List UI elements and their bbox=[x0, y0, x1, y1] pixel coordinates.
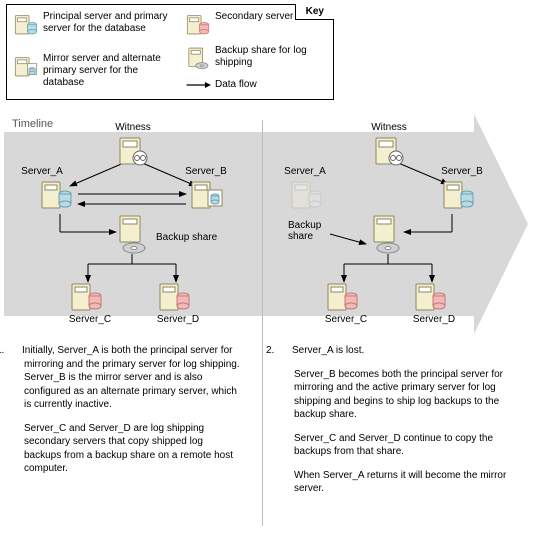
witness-label: Witness bbox=[108, 122, 158, 133]
server-b-label: Server_B bbox=[432, 166, 492, 177]
page: Key Principal server and primary server … bbox=[0, 0, 533, 534]
server-d-label: Server_D bbox=[406, 314, 462, 325]
witness-label: Witness bbox=[364, 122, 414, 133]
step2-text-c: Server_C and Server_D continue to copy t… bbox=[294, 433, 493, 458]
backup-share-label: Backup share bbox=[288, 220, 336, 242]
server-c-label: Server_C bbox=[318, 314, 374, 325]
backup-share-icon bbox=[368, 214, 406, 254]
panel-separator bbox=[262, 120, 263, 526]
server-a-label: Server_A bbox=[276, 166, 334, 177]
step1-text-b: Server_C and Server_D are log shipping s… bbox=[24, 423, 233, 475]
step2-text-a: Server_A is lost. bbox=[292, 345, 364, 356]
step2-text-d: When Server_A returns it will become the… bbox=[294, 470, 506, 495]
data-flow-icon bbox=[185, 79, 211, 91]
step1-description: 1.Initially, Server_A is both the princi… bbox=[10, 344, 240, 486]
server-d-icon bbox=[158, 280, 192, 314]
legend-item-label: Secondary server bbox=[215, 11, 293, 23]
legend-item-label: Backup share for log shipping bbox=[215, 45, 325, 69]
server-a-label: Server_A bbox=[12, 166, 72, 177]
step2-num: 2. bbox=[280, 344, 292, 358]
legend-box: Key Principal server and primary server … bbox=[6, 4, 334, 100]
server-c-label: Server_C bbox=[62, 314, 118, 325]
server-c-icon bbox=[70, 280, 104, 314]
witness-server-icon bbox=[372, 134, 406, 168]
mirror-server-icon bbox=[13, 53, 39, 79]
server-d-icon bbox=[414, 280, 448, 314]
step2-text-b: Server_B becomes both the principal serv… bbox=[294, 369, 503, 421]
timeline-label: Timeline bbox=[12, 118, 53, 130]
server-b-icon bbox=[190, 178, 224, 212]
step1-num: 1. bbox=[10, 344, 22, 358]
principal-server-icon bbox=[13, 11, 39, 37]
legend-item-label: Mirror server and alternate primary serv… bbox=[43, 53, 173, 89]
server-b-icon bbox=[442, 178, 476, 212]
server-a-lost-icon bbox=[290, 178, 324, 212]
panel-before: Witness Server_A Server_B Backup share S… bbox=[8, 114, 256, 334]
backup-share-icon bbox=[114, 214, 152, 254]
witness-server-icon bbox=[116, 134, 150, 168]
server-d-label: Server_D bbox=[150, 314, 206, 325]
legend-item-label: Data flow bbox=[215, 79, 257, 91]
step1-text-a: Initially, Server_A is both the principa… bbox=[22, 345, 240, 410]
legend-item-label: Principal server and primary server for … bbox=[43, 11, 173, 35]
backup-share-icon bbox=[185, 45, 211, 71]
panel-after: Witness Server_A Server_B Backup share S… bbox=[276, 114, 502, 334]
step2-description: 2.Server_A is lost. Server_B becomes bot… bbox=[280, 344, 510, 506]
server-a-icon bbox=[40, 178, 74, 212]
backup-share-label: Backup share bbox=[156, 232, 236, 243]
server-c-icon bbox=[326, 280, 360, 314]
secondary-server-icon bbox=[185, 11, 211, 37]
server-b-label: Server_B bbox=[176, 166, 236, 177]
